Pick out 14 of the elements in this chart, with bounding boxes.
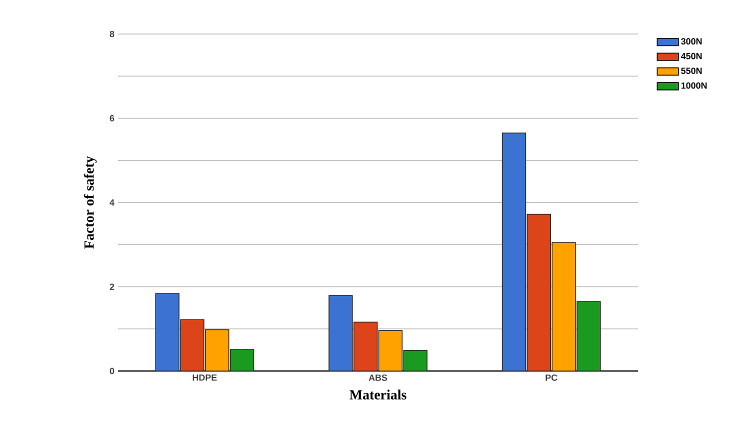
y-tick-label: 8: [110, 30, 114, 38]
y-tick-label: 4: [110, 199, 114, 206]
x-tick-label: ABS: [368, 374, 388, 381]
legend-label: 450N: [680, 52, 702, 60]
y-tick-label: 6: [110, 115, 114, 122]
y-tick-label: 0: [110, 368, 114, 374]
legend-label: 550N: [681, 68, 702, 74]
y-axis-title: Factor of safety: [84, 156, 97, 249]
legend-label: 1000N: [681, 82, 707, 89]
y-tick-label: 2: [110, 284, 114, 290]
x-tick-label: HDPE: [192, 374, 217, 381]
x-axis-title: Materials: [350, 390, 406, 400]
legend-label: 300N: [681, 38, 702, 45]
x-tick-label: PC: [546, 374, 558, 381]
